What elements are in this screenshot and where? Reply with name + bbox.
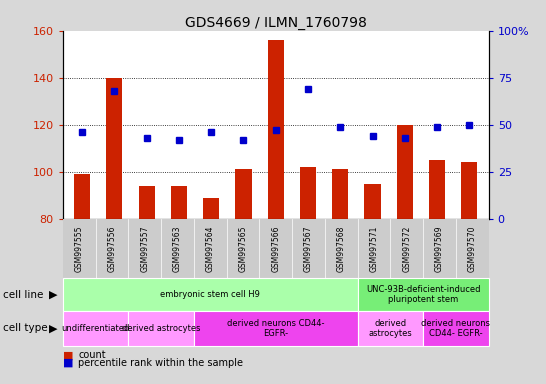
Text: GSM997556: GSM997556 <box>108 225 116 272</box>
Title: GDS4669 / ILMN_1760798: GDS4669 / ILMN_1760798 <box>185 16 367 30</box>
Bar <box>139 186 155 219</box>
Text: GSM997571: GSM997571 <box>370 225 378 272</box>
Text: ▶: ▶ <box>49 323 57 333</box>
Bar <box>429 160 445 219</box>
Text: GSM997566: GSM997566 <box>271 225 280 272</box>
Text: embryonic stem cell H9: embryonic stem cell H9 <box>161 290 260 299</box>
Text: GSM997568: GSM997568 <box>337 225 346 272</box>
Text: GSM997557: GSM997557 <box>140 225 149 272</box>
Bar <box>268 40 284 219</box>
Bar <box>397 125 413 219</box>
Text: GSM997569: GSM997569 <box>435 225 444 272</box>
Text: cell line: cell line <box>3 290 43 300</box>
Bar <box>171 186 187 219</box>
Bar <box>235 169 252 219</box>
Bar <box>106 78 122 219</box>
Bar <box>332 169 348 219</box>
Bar <box>461 162 477 219</box>
Text: GSM997555: GSM997555 <box>75 225 84 272</box>
Text: derived astrocytes: derived astrocytes <box>122 324 200 333</box>
Bar <box>74 174 90 219</box>
Text: GSM997570: GSM997570 <box>468 225 477 272</box>
Text: GSM997564: GSM997564 <box>206 225 215 272</box>
Text: ■: ■ <box>63 358 73 368</box>
Text: UNC-93B-deficient-induced
pluripotent stem: UNC-93B-deficient-induced pluripotent st… <box>366 285 480 305</box>
Text: derived neurons CD44-
EGFR-: derived neurons CD44- EGFR- <box>227 319 324 338</box>
Text: undifferentiated: undifferentiated <box>61 324 130 333</box>
Text: GSM997572: GSM997572 <box>402 225 411 272</box>
Text: ▶: ▶ <box>49 290 57 300</box>
Bar <box>365 184 381 219</box>
Text: cell type: cell type <box>3 323 48 333</box>
Text: percentile rank within the sample: percentile rank within the sample <box>78 358 243 368</box>
Text: GSM997567: GSM997567 <box>304 225 313 272</box>
Bar <box>300 167 316 219</box>
Bar <box>203 198 219 219</box>
Text: GSM997565: GSM997565 <box>239 225 247 272</box>
Text: ■: ■ <box>63 350 73 360</box>
Text: count: count <box>78 350 106 360</box>
Text: derived neurons
CD44- EGFR-: derived neurons CD44- EGFR- <box>422 319 490 338</box>
Text: derived
astrocytes: derived astrocytes <box>369 319 412 338</box>
Text: GSM997563: GSM997563 <box>173 225 182 272</box>
